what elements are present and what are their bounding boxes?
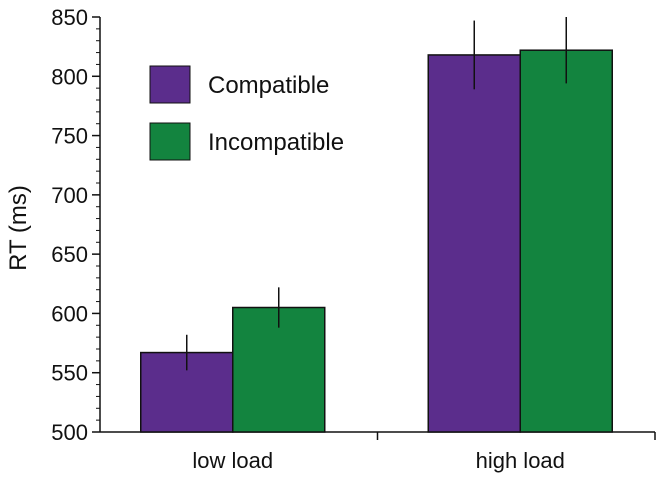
y-tick-label: 650 [51, 242, 88, 267]
x-category-label: high load [476, 448, 565, 473]
y-tick-label: 500 [51, 420, 88, 445]
y-tick-label: 850 [51, 5, 88, 30]
error-bars [186, 17, 567, 371]
y-tick-label: 550 [51, 361, 88, 386]
legend-label-compatible: Compatible [208, 72, 329, 99]
bar-compatible-high-load [427, 54, 521, 433]
bars [140, 49, 613, 433]
x-category-label: low load [192, 448, 273, 473]
x-axis: low load high load [100, 431, 656, 473]
legend: Compatible Incompatible [149, 65, 344, 161]
bar-incompatible-low-load [232, 306, 326, 433]
y-tick-label: 750 [51, 124, 88, 149]
legend-swatch-incompatible [149, 122, 191, 161]
legend-label-incompatible: Incompatible [208, 129, 344, 156]
y-tick-label: 800 [51, 64, 88, 89]
y-tick-label: 700 [51, 183, 88, 208]
y-tick-label: 600 [51, 301, 88, 326]
legend-swatch-compatible [149, 65, 191, 104]
y-axis: 500 550 600 650 700 750 800 850 [51, 5, 101, 445]
y-axis-title: RT (ms) [5, 185, 32, 271]
bar-incompatible-high-load [519, 49, 613, 433]
